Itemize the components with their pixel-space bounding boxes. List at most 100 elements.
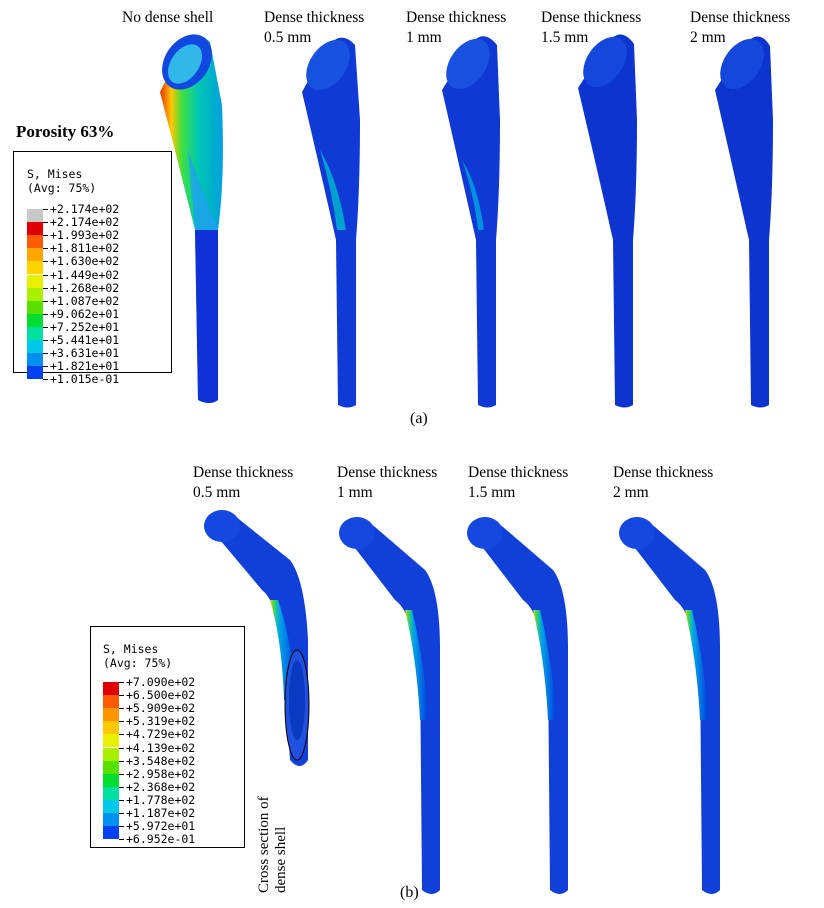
- legend-b-tick: [119, 734, 124, 736]
- legend-a-value: +9.062e+01: [50, 306, 120, 321]
- legend-a-tick: [43, 326, 48, 328]
- legend-b-swatch: [103, 695, 119, 709]
- legend-b-value: +4.729e+02: [126, 727, 196, 742]
- legend-a-swatch: [27, 274, 43, 288]
- legend-a-swatch: [27, 300, 43, 314]
- legend-b-value: +2.958e+02: [126, 766, 196, 781]
- legend-a-value: +1.821e+01: [50, 359, 120, 374]
- legend-b-title: S, Mises: [103, 642, 159, 656]
- legend-b-swatch: [103, 747, 119, 761]
- legend-a-swatch: [27, 353, 43, 367]
- legend-b-value: +7.090e+02: [126, 675, 196, 689]
- legend-b-swatch: [103, 682, 119, 696]
- legend-b: S, Mises (Avg: 75%) +7.090e+02 +6.500e+02…: [90, 626, 245, 848]
- legend-a-swatch: [27, 287, 43, 301]
- panel-b-label-2: Dense thickness 1 mm: [337, 464, 438, 501]
- legend-a-value: +2.174e+02: [50, 215, 120, 230]
- legend-a-swatch: [27, 261, 43, 275]
- legend-b-value: +5.909e+02: [126, 701, 196, 716]
- legend-a-tick: [43, 222, 48, 224]
- legend-b-swatch: [103, 799, 119, 813]
- legend-a-swatch: [27, 326, 43, 340]
- legend-a-swatch: [27, 222, 43, 236]
- legend-a-tick: [43, 353, 48, 355]
- legend-b-value: +1.778e+02: [126, 792, 196, 807]
- panel-a-label-1: No dense shell: [122, 9, 214, 26]
- legend-b-value: +3.548e+02: [126, 753, 196, 768]
- legend-a-tick: [43, 209, 48, 210]
- legend-a-swatch: [27, 340, 43, 354]
- panel-a-label-5: Dense thickness 2 mm: [690, 9, 791, 46]
- legend-a-swatch: [27, 209, 43, 223]
- legend-a-value: +1.015e-01: [50, 372, 120, 387]
- panel-a-caption: (a): [410, 410, 428, 427]
- legend-b-swatch: [103, 773, 119, 787]
- legend-b-tick: [119, 708, 124, 710]
- stem-b-3: [467, 517, 568, 894]
- legend-a-swatch: [27, 313, 43, 327]
- legend-a-value: +1.993e+02: [50, 228, 120, 243]
- legend-b-swatch: [103, 826, 119, 840]
- legend-a-swatch: [27, 366, 43, 380]
- legend-a-swatch: [27, 235, 43, 249]
- legend-a-value: +1.811e+02: [50, 241, 120, 256]
- legend-a-value: +1.087e+02: [50, 293, 120, 308]
- panel-a-label-4: Dense thickness 1.5 mm: [541, 9, 642, 46]
- legend-a-tick: [43, 248, 48, 250]
- legend-a: S, Mises (Avg: 75%) +2.174e+02 +2.174e+02…: [13, 151, 172, 386]
- legend-a-value: +1.630e+02: [50, 254, 120, 269]
- legend-b-swatch: [103, 734, 119, 748]
- legend-b-swatch: [103, 813, 119, 827]
- legend-b-tick: [119, 786, 124, 788]
- legend-b-value: +2.368e+02: [126, 779, 196, 794]
- legend-a-value: +3.631e+01: [50, 346, 120, 361]
- legend-a-tick: [43, 340, 48, 341]
- legend-b-tick: [119, 721, 124, 723]
- legend-b-swatch: [103, 708, 119, 722]
- legend-b-tick: [119, 682, 124, 683]
- legend-b-value: +1.187e+02: [126, 806, 196, 820]
- legend-b-tick: [119, 799, 124, 801]
- legend-b-value: +6.952e-01: [126, 832, 196, 847]
- porosity-label: Porosity 63%: [16, 122, 115, 141]
- legend-b-swatch: [103, 721, 119, 735]
- legend-a-tick: [43, 261, 48, 263]
- legend-a-tick: [43, 235, 48, 237]
- panel-b-label-1: Dense thickness 0.5 mm: [193, 464, 294, 501]
- stem-a-1: [160, 34, 223, 404]
- legend-b-tick: [119, 839, 124, 841]
- legend-b-value: +5.319e+02: [126, 714, 196, 729]
- panel-a-label-2: Dense thickness 0.5 mm: [264, 9, 365, 46]
- panel-b-label-4: Dense thickness 2 mm: [613, 464, 714, 501]
- legend-b-tick: [119, 760, 124, 762]
- legend-a-tick: [43, 366, 48, 368]
- stem-a-2: [302, 37, 360, 408]
- stem-b-1: [204, 510, 310, 766]
- legend-b-swatch: [103, 786, 119, 800]
- panel-b-label-3: Dense thickness 1.5 mm: [468, 464, 569, 501]
- legend-b-value: +4.139e+02: [126, 740, 196, 755]
- legend-b-tick: [119, 826, 124, 828]
- legend-a-value: +7.252e+01: [50, 319, 120, 334]
- legend-a-value: +1.268e+02: [50, 280, 120, 295]
- legend-a-swatch: [27, 248, 43, 262]
- legend-b-tick: [119, 773, 124, 775]
- legend-b-value: +5.972e+01: [126, 819, 196, 834]
- panel-a-label-3: Dense thickness 1 mm: [406, 9, 507, 46]
- legend-a-title: S, Mises: [27, 167, 83, 181]
- legend-b-value: +6.500e+02: [126, 688, 196, 703]
- legend-b-tick: [119, 747, 124, 749]
- legend-a-tick: [43, 300, 48, 302]
- stem-b-4: [619, 517, 720, 894]
- legend-a-value: +1.449e+02: [50, 267, 120, 282]
- legend-a-tick: [43, 287, 48, 289]
- panel-b-caption: (b): [400, 884, 419, 901]
- legend-a-tick: [43, 313, 48, 315]
- legend-b-tick: [119, 813, 124, 814]
- legend-b-subtitle: (Avg: 75%): [103, 656, 173, 670]
- legend-a-subtitle: (Avg: 75%): [27, 181, 97, 195]
- legend-a-value: +5.441e+01: [50, 333, 120, 347]
- legend-a-value: +2.174e+02: [50, 202, 120, 216]
- legend-a-tick: [43, 274, 48, 276]
